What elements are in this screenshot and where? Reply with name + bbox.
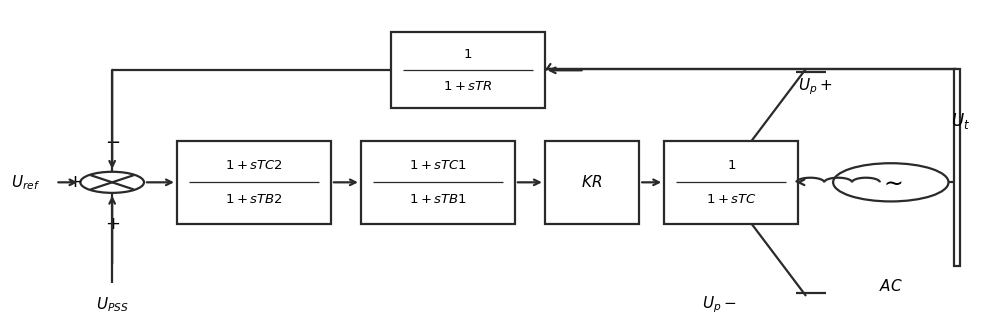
Text: $1+sTB2$: $1+sTB2$ [225, 193, 283, 206]
Bar [954, 69, 960, 266]
Text: $1+sTC2$: $1+sTC2$ [225, 158, 283, 172]
Text: $KR$: $KR$ [581, 174, 603, 190]
Bar [177, 141, 331, 223]
Text: $1+sTR$: $1+sTR$ [443, 80, 493, 93]
Text: $-$: $-$ [105, 132, 120, 150]
Text: $+$: $+$ [105, 214, 120, 232]
Text: $AC$: $AC$ [879, 278, 903, 294]
Text: $U_t$: $U_t$ [951, 111, 970, 131]
Text: $1$: $1$ [463, 48, 472, 61]
Bar [391, 32, 545, 108]
Text: $1+sTC1$: $1+sTC1$ [409, 158, 467, 172]
Text: $U_p -$: $U_p -$ [702, 294, 736, 315]
Text: $1$: $1$ [727, 158, 736, 172]
Text: $+$: $+$ [67, 173, 82, 191]
Bar [664, 141, 798, 223]
Circle shape [833, 163, 948, 201]
Text: $1+sTB1$: $1+sTB1$ [409, 193, 467, 206]
Bar [361, 141, 515, 223]
Bar [545, 141, 639, 223]
Text: $1+sTC$: $1+sTC$ [706, 193, 757, 206]
Circle shape [80, 172, 144, 193]
Text: $U_p +$: $U_p +$ [798, 76, 833, 97]
Text: $U_{PSS}$: $U_{PSS}$ [96, 295, 129, 314]
Text: $U_{ref}$: $U_{ref}$ [11, 173, 40, 192]
Text: $\sim$: $\sim$ [879, 170, 903, 194]
